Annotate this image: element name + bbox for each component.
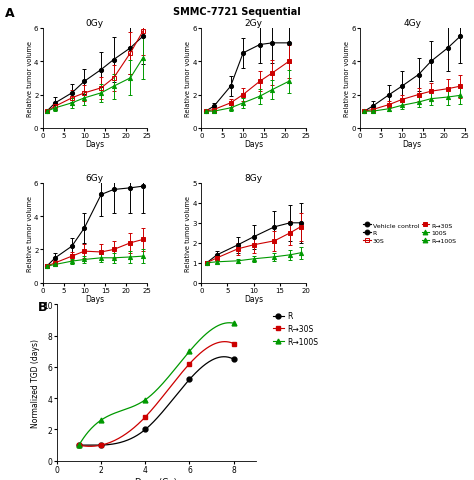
X-axis label: Days: Days xyxy=(244,140,263,149)
Y-axis label: Relative tumor volume: Relative tumor volume xyxy=(185,41,191,117)
X-axis label: Dose (Gy): Dose (Gy) xyxy=(136,477,177,480)
Y-axis label: Relative tumor volume: Relative tumor volume xyxy=(27,41,33,117)
Text: B: B xyxy=(38,300,47,313)
Y-axis label: Normalized TGD (days): Normalized TGD (days) xyxy=(31,338,40,427)
Y-axis label: Relative tumor volume: Relative tumor volume xyxy=(344,41,350,117)
X-axis label: Days: Days xyxy=(85,140,104,149)
Text: SMMC-7721 Sequential: SMMC-7721 Sequential xyxy=(173,7,301,17)
Title: 8Gy: 8Gy xyxy=(245,174,263,183)
Text: A: A xyxy=(5,7,14,20)
Title: 4Gy: 4Gy xyxy=(403,19,421,28)
Title: 0Gy: 0Gy xyxy=(86,19,104,28)
X-axis label: Days: Days xyxy=(85,295,104,304)
Y-axis label: Relative tumor volume: Relative tumor volume xyxy=(185,195,191,271)
Legend: Vehicle control, R, 30S, R→30S, 100S, R→100S: Vehicle control, R, 30S, R→30S, 100S, R→… xyxy=(363,223,456,244)
Y-axis label: Relative tumor volume: Relative tumor volume xyxy=(27,195,33,271)
Legend: R, R→30S, R→100S: R, R→30S, R→100S xyxy=(270,309,321,349)
X-axis label: Days: Days xyxy=(403,140,422,149)
Title: 2Gy: 2Gy xyxy=(245,19,263,28)
X-axis label: Days: Days xyxy=(244,295,263,304)
Title: 6Gy: 6Gy xyxy=(86,174,104,183)
